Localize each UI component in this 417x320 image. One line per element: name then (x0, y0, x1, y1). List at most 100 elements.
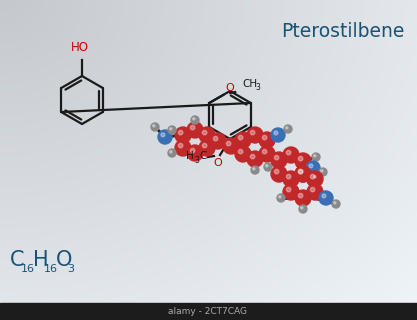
Circle shape (247, 151, 263, 167)
Circle shape (253, 168, 255, 170)
Circle shape (190, 125, 195, 130)
Circle shape (321, 170, 323, 172)
Circle shape (271, 128, 285, 142)
Circle shape (298, 169, 303, 174)
Circle shape (251, 166, 259, 174)
Text: H: H (186, 151, 194, 161)
Text: C: C (199, 151, 206, 161)
Circle shape (307, 171, 323, 187)
Circle shape (168, 126, 176, 134)
Circle shape (178, 130, 183, 135)
Circle shape (187, 145, 203, 161)
Circle shape (170, 151, 172, 153)
Circle shape (271, 166, 287, 182)
Circle shape (175, 140, 191, 156)
Circle shape (286, 150, 291, 155)
Circle shape (266, 165, 268, 167)
Circle shape (334, 202, 336, 204)
Circle shape (286, 127, 288, 129)
Circle shape (259, 146, 275, 162)
Circle shape (226, 141, 231, 146)
Circle shape (279, 196, 281, 198)
Bar (0, 303, 417, 320)
Text: O: O (214, 158, 222, 168)
Circle shape (202, 130, 207, 135)
Circle shape (332, 200, 340, 208)
Circle shape (298, 169, 303, 174)
Circle shape (161, 133, 165, 137)
Circle shape (277, 194, 285, 202)
Circle shape (301, 207, 303, 209)
Circle shape (295, 190, 311, 206)
Circle shape (264, 163, 272, 171)
Circle shape (299, 205, 307, 213)
Circle shape (202, 143, 207, 148)
Circle shape (298, 156, 303, 161)
Circle shape (283, 184, 299, 200)
Circle shape (235, 146, 251, 162)
Circle shape (284, 125, 292, 133)
Circle shape (190, 148, 195, 153)
Circle shape (295, 166, 311, 182)
Circle shape (312, 153, 320, 161)
Circle shape (314, 176, 316, 178)
Circle shape (239, 135, 243, 140)
Circle shape (309, 164, 313, 168)
Circle shape (239, 149, 243, 154)
Circle shape (214, 136, 218, 141)
Circle shape (306, 161, 320, 175)
Text: alamy - 2CT7CAG: alamy - 2CT7CAG (168, 307, 248, 316)
Circle shape (310, 188, 315, 192)
Circle shape (158, 130, 172, 144)
Circle shape (168, 149, 176, 157)
Circle shape (314, 155, 316, 157)
Circle shape (298, 193, 303, 198)
Circle shape (322, 194, 326, 198)
Text: 16: 16 (44, 264, 58, 274)
Circle shape (170, 128, 172, 130)
Circle shape (274, 156, 279, 160)
Circle shape (247, 127, 263, 143)
Text: HO: HO (71, 41, 89, 54)
Text: CH: CH (242, 79, 257, 89)
Text: 3: 3 (255, 83, 260, 92)
Text: O: O (56, 250, 73, 270)
Circle shape (193, 118, 195, 120)
Circle shape (250, 154, 255, 159)
Circle shape (153, 125, 155, 127)
Circle shape (235, 132, 251, 148)
Circle shape (262, 149, 267, 154)
Circle shape (223, 138, 239, 154)
Text: C: C (10, 250, 25, 270)
Circle shape (262, 135, 267, 140)
Circle shape (250, 130, 255, 135)
Circle shape (283, 147, 299, 163)
Circle shape (295, 166, 311, 182)
Text: Pterostilbene: Pterostilbene (281, 22, 405, 41)
Circle shape (283, 171, 299, 187)
Circle shape (191, 116, 199, 124)
Circle shape (210, 133, 226, 149)
Circle shape (271, 152, 287, 168)
Circle shape (199, 127, 215, 143)
Circle shape (286, 174, 291, 179)
Circle shape (310, 174, 315, 179)
Circle shape (199, 140, 215, 156)
Circle shape (295, 153, 311, 169)
Circle shape (187, 122, 203, 138)
Circle shape (274, 131, 278, 135)
Circle shape (274, 169, 279, 174)
Text: 16: 16 (21, 264, 35, 274)
Circle shape (319, 191, 333, 205)
Circle shape (178, 143, 183, 148)
Circle shape (307, 184, 323, 200)
Circle shape (319, 168, 327, 176)
Circle shape (175, 127, 191, 143)
Text: 3: 3 (67, 264, 74, 274)
Circle shape (312, 174, 320, 182)
Text: 3: 3 (194, 156, 199, 164)
Text: O: O (225, 83, 234, 93)
Circle shape (259, 132, 275, 148)
Circle shape (151, 123, 159, 131)
Text: H: H (33, 250, 49, 270)
